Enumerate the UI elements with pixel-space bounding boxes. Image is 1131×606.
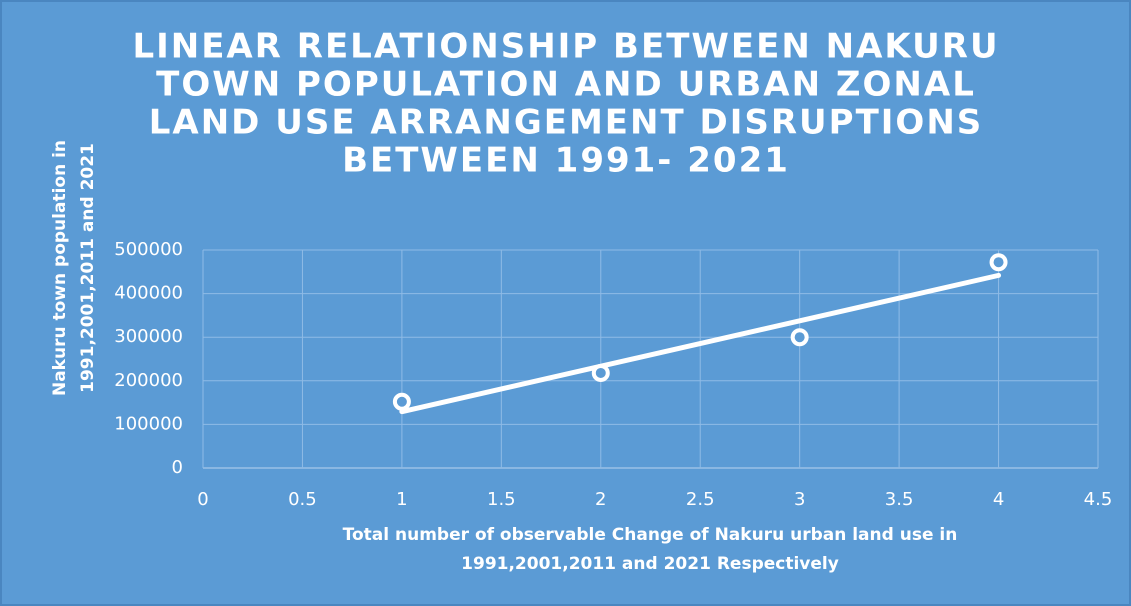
x-tick-label: 1.5 [487, 489, 516, 510]
x-tick-label: 2.5 [686, 489, 715, 510]
chart-title: LAND USE ARRANGEMENT DISRUPTIONS [149, 103, 984, 143]
chart-title: BETWEEN 1991- 2021 [342, 141, 790, 181]
x-axis-label: 1991,2001,2011 and 2021 Respectively [461, 554, 839, 574]
y-axis-label: Nakuru town population in [50, 140, 70, 396]
point [591, 363, 610, 382]
x-tick-label: 3 [794, 489, 805, 510]
y-tick-label: 200000 [114, 370, 183, 391]
x-tick-label: 3.5 [885, 489, 914, 510]
x-tick-label: 4.5 [1084, 489, 1113, 510]
point [392, 392, 411, 411]
point [989, 253, 1008, 272]
y-tick-label: 0 [172, 457, 183, 478]
y-tick-label: 100000 [114, 413, 183, 434]
y-axis-label: 1991,2001,2011 and 2021 [78, 143, 98, 393]
x-tick-label: 0.5 [288, 489, 317, 510]
chart-title: LINEAR RELATIONSHIP BETWEEN NAKURU [132, 27, 999, 67]
x-tick-label: 2 [595, 489, 606, 510]
x-tick-label: 1 [396, 489, 407, 510]
y-tick-label: 500000 [114, 239, 183, 260]
x-tick-label: 4 [993, 489, 1004, 510]
y-tick-label: 300000 [114, 326, 183, 347]
y-tick-label: 400000 [114, 283, 183, 304]
x-tick-label: 0 [197, 489, 208, 510]
point [790, 328, 809, 347]
x-axis-label: Total number of observable Change of Nak… [343, 525, 958, 545]
trendline [399, 272, 1002, 415]
chart-title: TOWN POPULATION AND URBAN ZONAL [156, 65, 976, 105]
